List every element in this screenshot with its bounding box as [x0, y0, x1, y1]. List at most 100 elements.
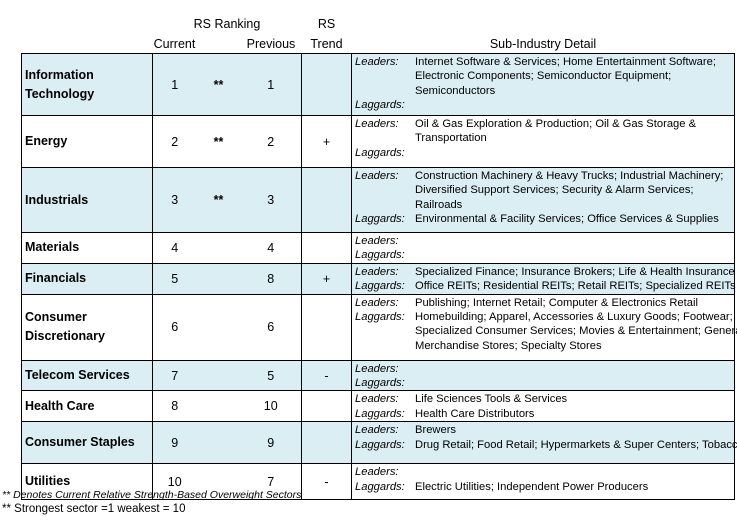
overweight-marker: [196, 463, 241, 501]
leaders-label: Leaders:: [355, 393, 399, 406]
table-row: Industrials 3 ** 3 Leaders: Construction Mach…: [21, 167, 735, 233]
leaders-label: Leaders:: [355, 170, 399, 182]
sub-industry-line: Semiconductors: [415, 84, 496, 97]
sub-industry-detail: Leaders: Laggards: Electric Utilities; Ind…: [351, 463, 735, 501]
laggards-list: [415, 98, 731, 112]
overweight-marker: [196, 262, 241, 295]
sub-industry-detail-header: Sub-Industry Detail: [489, 36, 597, 51]
sub-industry-line: Diversified Support Services; Security &…: [415, 184, 694, 197]
laggards-label: Laggards:: [355, 99, 405, 112]
sub-industry-line: Construction Machinery & Heavy Trucks; I…: [415, 170, 724, 182]
current-rank: 8: [152, 390, 197, 423]
current-rank: 6: [152, 293, 197, 361]
laggards-list: [415, 146, 731, 160]
rs-trend: [301, 53, 352, 116]
current-rank: 2: [152, 115, 197, 168]
sub-industry-detail: Leaders: Oil & Gas Exploration & Producti…: [351, 115, 735, 168]
sub-industry-line: Office REITs; Residential REITs; Retail …: [415, 280, 736, 293]
sub-industry-line: Internet Software & Services; Home Enter…: [415, 56, 716, 68]
sub-industry-line: Specialized Consumer Services; Movies & …: [415, 325, 737, 338]
sub-industry-detail: Leaders: Publishing; Internet Retail; Com…: [351, 293, 737, 361]
sector-name-line: Technology: [25, 86, 95, 101]
previous-rank: 8: [240, 262, 302, 295]
laggards-row: Laggards: Homebuilding; Apparel, Accessor…: [355, 310, 737, 353]
current-rank: 3: [152, 167, 197, 233]
sub-industry-line: Oil & Gas Exploration & Production; Oil …: [415, 118, 697, 130]
table-row: Financials 5 8 + Leaders: Specialized Finance…: [21, 262, 736, 295]
leaders-row: Leaders: Internet Software & Services; Ho…: [355, 55, 731, 98]
laggards-row: Laggards: Drug Retail; Food Retail; Hyper…: [355, 438, 737, 452]
laggards-list: Homebuilding; Apparel, Accessories & Lux…: [415, 310, 737, 353]
sector-name: Information Technology: [21, 53, 153, 116]
rs-trend: -: [301, 359, 352, 392]
sector-name-line: Information: [25, 67, 94, 82]
laggards-list: [415, 376, 731, 390]
sub-industry-detail: Leaders: Construction Machinery & Heavy T…: [351, 167, 735, 233]
current-rank: 9: [152, 421, 197, 465]
leaders-row: Leaders: Oil & Gas Exploration & Producti…: [355, 117, 731, 146]
laggards-row: Laggards: Health Care Distributors: [355, 407, 731, 421]
overweight-marker: **: [196, 115, 241, 168]
laggards-list: [415, 248, 731, 262]
laggards-list: Electric Utilities; Independent Power Pr…: [415, 480, 731, 494]
current-rank: 7: [152, 359, 197, 392]
leaders-label: Leaders:: [355, 466, 399, 479]
leaders-list: Brewers: [415, 423, 731, 437]
leaders-row: Leaders: Publishing; Internet Retail; Com…: [355, 296, 731, 310]
current-header: Current: [153, 36, 196, 51]
sub-industry-line: Life Sciences Tools & Services: [415, 393, 568, 406]
sub-industry-line: Electronic Components; Semiconductor Equ…: [415, 70, 672, 83]
sector-name: Energy: [21, 115, 153, 168]
previous-rank: 1: [240, 53, 302, 116]
sub-industry-line: Electric Utilities; Independent Power Pr…: [415, 480, 649, 493]
leaders-label: Leaders:: [355, 56, 399, 68]
table-row: Consumer Staples 9 9 Leaders: Brewers Laggard…: [21, 421, 737, 465]
laggards-label: Laggards:: [355, 438, 405, 451]
leaders-label: Leaders:: [355, 118, 399, 130]
sector-name-line: Energy: [25, 134, 68, 148]
previous-rank: 2: [240, 115, 302, 168]
laggards-list: Office REITs; Residential REITs; Retail …: [415, 279, 736, 293]
laggards-row: Laggards:: [355, 376, 731, 390]
sub-industry-line: Publishing; Internet Retail; Computer & …: [415, 296, 698, 309]
sub-industry-line: Transportation: [415, 132, 487, 145]
sector-name-line: Telecom Services: [25, 368, 130, 383]
sector-name-line: Industrials: [25, 192, 89, 207]
sub-industry-line: Railroads: [415, 198, 463, 211]
sub-industry-detail: Leaders: Internet Software & Services; Ho…: [351, 53, 735, 116]
current-rank: 1: [152, 53, 197, 116]
footnote-overweight: ** Denotes Current Relative Strength-Bas…: [2, 489, 302, 501]
sector-name: Health Care: [21, 390, 153, 423]
leaders-list: Oil & Gas Exploration & Production; Oil …: [415, 117, 731, 146]
leaders-list: Specialized Finance; Insurance Brokers; …: [415, 265, 735, 279]
overweight-marker: **: [196, 53, 241, 116]
rs-trend: [301, 232, 352, 264]
laggards-label: Laggards:: [355, 146, 405, 159]
rs-trend: [301, 390, 352, 423]
sector-name-line: Health Care: [25, 398, 95, 413]
previous-rank: 5: [240, 359, 302, 392]
sector-name-line: Utilities: [25, 474, 71, 489]
leaders-row: Leaders: Brewers: [355, 423, 731, 437]
sector-name: Consumer Staples: [21, 421, 153, 465]
previous-rank: 6: [240, 293, 302, 361]
sub-industry-line: Homebuilding; Apparel, Accessories & Lux…: [415, 311, 733, 324]
table-row: Health Care 8 10 Leaders: Life Sciences Tool…: [21, 390, 735, 423]
sector-name-line: Financials: [25, 271, 87, 286]
laggards-row: Laggards: Environmental & Facility Servic…: [355, 212, 731, 226]
sector-name-line: Discretionary: [25, 329, 105, 344]
leaders-label: Leaders:: [355, 265, 399, 278]
laggards-label: Laggards:: [355, 213, 405, 226]
current-rank: 10: [152, 463, 197, 501]
rs-trend: +: [301, 115, 352, 168]
leaders-list: Publishing; Internet Retail; Computer & …: [415, 296, 731, 310]
overweight-marker: [196, 421, 241, 465]
sub-industry-line: Environmental & Facility Services; Offic…: [415, 213, 719, 226]
sector-name-line: Consumer: [25, 310, 87, 325]
laggards-label: Laggards:: [355, 311, 405, 324]
leaders-row: Leaders:: [355, 362, 731, 376]
leaders-row: Leaders:: [355, 234, 731, 248]
overweight-marker: [196, 293, 241, 361]
sector-name-line: Materials: [25, 240, 80, 255]
table-row: Consumer Discretionary 6 6 Leaders: Publishin…: [21, 293, 737, 361]
